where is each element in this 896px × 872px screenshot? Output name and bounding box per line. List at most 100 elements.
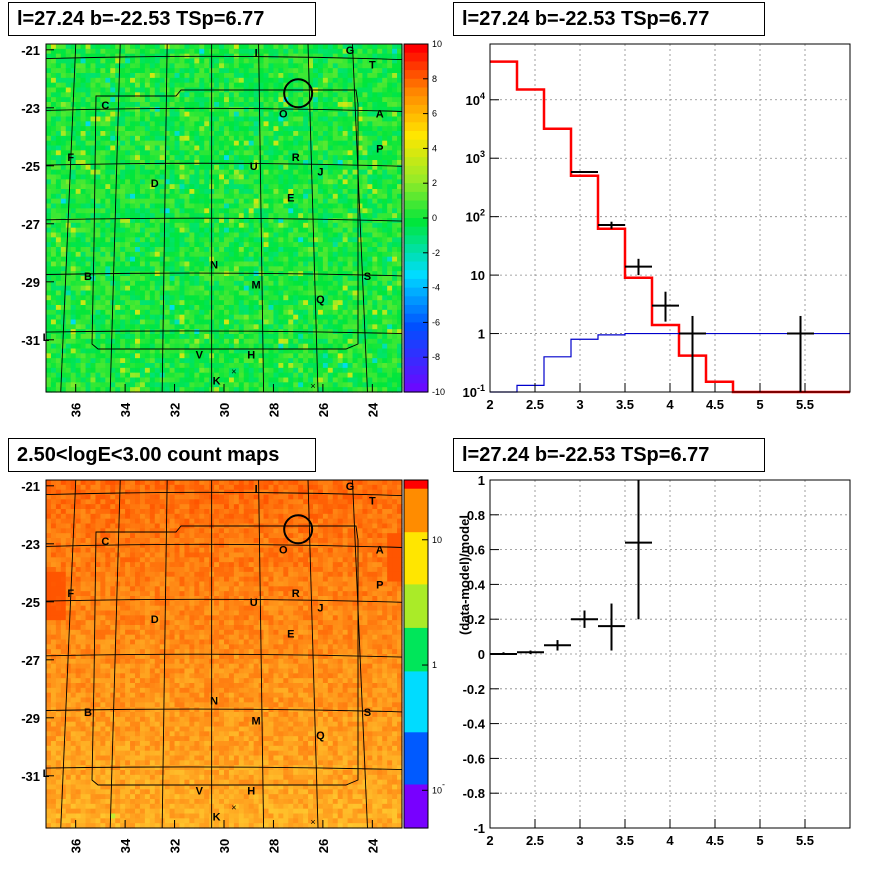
y-tick-label: 0 (478, 647, 485, 662)
y-tick-label: -27 (21, 217, 40, 232)
source-label: F (67, 588, 74, 600)
colorbar-label: 4 (432, 143, 437, 153)
x-tick-label: 4.5 (706, 397, 724, 412)
y-tick-label: -31 (21, 333, 40, 348)
y-axis-label: (data-model)/model (457, 515, 472, 635)
source-label: Q (316, 294, 325, 306)
x-tick-label: 5.5 (796, 397, 814, 412)
longitude-line (109, 43, 121, 393)
colorbar-label: -4 (432, 283, 440, 293)
source-label: L (43, 332, 50, 344)
colorbar-label: 10-1 (432, 779, 445, 795)
y-tick-label: -0.4 (463, 717, 486, 732)
background-histogram (490, 332, 850, 393)
data-point (787, 315, 814, 392)
data-point (571, 171, 598, 174)
y-tick-label: -0.8 (463, 786, 485, 801)
y-tick-label: 102 (466, 208, 485, 225)
x-tick-label: 2.5 (526, 397, 544, 412)
marker: × (231, 367, 236, 377)
y-tick-label: -0.6 (463, 751, 485, 766)
source-label: H (247, 349, 255, 361)
y-tick-label: -0.2 (463, 682, 485, 697)
latitude-line (45, 766, 403, 771)
data-point (652, 291, 679, 322)
map-pixels (46, 480, 403, 829)
longitude-line (258, 479, 265, 829)
latitude-line (45, 491, 403, 497)
x-tick-label: 28 (266, 403, 281, 417)
latitude-line (45, 598, 403, 603)
y-tick-label: 103 (466, 149, 485, 166)
source-label: N (210, 259, 218, 271)
source-label: V (196, 349, 204, 361)
y-tick-label: -25 (21, 595, 40, 610)
longitude-line (109, 479, 121, 829)
coordinate-grid (45, 43, 403, 393)
x-tick-label: 26 (316, 403, 331, 417)
source-label: U (250, 597, 258, 609)
colorbar-label: 10 (432, 39, 442, 49)
x-tick-label: 34 (118, 402, 133, 417)
colorbar-label: -6 (432, 317, 440, 327)
residual-title: l=27.24 b=-22.53 TSp=6.77 (453, 438, 765, 472)
residual-point (571, 610, 598, 628)
y-tick-label: -21 (21, 479, 40, 494)
colorbar: 10 8 6 4 2 0 -2 -4 -6 -8 -10 (403, 39, 445, 397)
source-label: A (376, 109, 384, 121)
source-label: R (292, 152, 300, 164)
marker: × (231, 803, 236, 813)
spectrum-title: l=27.24 b=-22.53 TSp=6.77 (453, 2, 765, 36)
source-label: F (67, 152, 74, 164)
x-tick-label: 24 (365, 402, 380, 417)
colorbar-frame (403, 479, 429, 829)
source-label: C (101, 536, 109, 548)
longitude-line (60, 43, 77, 393)
longitude-line (60, 479, 77, 829)
y-tick-label: -23 (21, 101, 40, 116)
residual-point (625, 480, 652, 620)
x-tick-label: 3 (576, 833, 583, 848)
source-label: I (255, 48, 258, 60)
longitude-line (161, 479, 168, 829)
residual-point (544, 640, 571, 651)
coordinate-grid (45, 479, 403, 829)
source-label: P (376, 579, 383, 591)
x-tick-label: 5 (756, 397, 763, 412)
x-tick-label: 5 (756, 833, 763, 848)
source-label: O (279, 545, 288, 557)
x-tick-label: 3.5 (616, 397, 634, 412)
significance-map: I G T C O A F P U R J D E N B S M Q V H K L × × -21 -23 -25 -27 -29 -… (21, 39, 445, 417)
y-tick-label: -1 (473, 821, 485, 836)
source-label: D (151, 614, 159, 626)
x-tick-label: 36 (69, 403, 84, 417)
source-label: E (287, 193, 294, 205)
source-label: K (213, 375, 221, 387)
source-label: O (279, 109, 288, 121)
y-tick-label: -29 (21, 275, 40, 290)
map-bottom-title: 2.50<logE<3.00 count maps (8, 438, 316, 472)
colorbar-label: -8 (432, 352, 440, 362)
y-tick-label: -29 (21, 711, 40, 726)
source-label: M (252, 280, 261, 292)
y-tick-label: -21 (21, 43, 40, 58)
source-label: B (84, 271, 92, 283)
colorbar-label: 0 (432, 213, 437, 223)
source-label: N (210, 695, 218, 707)
latitude-line (45, 708, 403, 713)
y-tick-label: 1 (478, 473, 485, 488)
x-tick-label: 2 (486, 833, 493, 848)
source-label: M (252, 716, 261, 728)
y-tick-label: -27 (21, 653, 40, 668)
x-tick-label: 28 (266, 839, 281, 853)
source-label: A (376, 545, 384, 557)
source-label: P (376, 143, 383, 155)
x-tick-label: 2.5 (526, 833, 544, 848)
source-label: Q (316, 730, 325, 742)
colorbar-label: 2 (432, 178, 437, 188)
source-label: B (84, 707, 92, 719)
data-point (598, 221, 625, 229)
marker: × (310, 817, 315, 827)
x-tick-label: 5.5 (796, 833, 814, 848)
x-tick-label: 32 (168, 403, 183, 417)
